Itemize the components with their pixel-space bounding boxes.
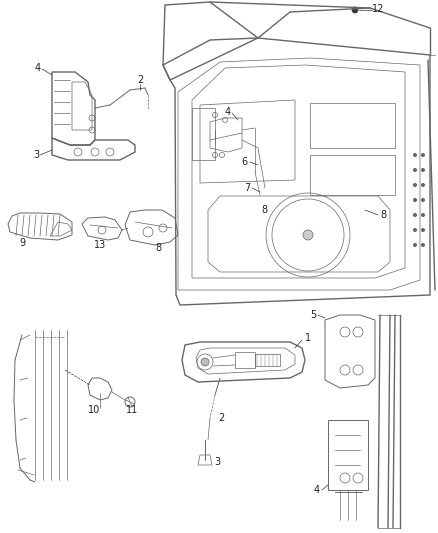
Text: 2: 2	[137, 75, 143, 85]
Circle shape	[421, 198, 424, 201]
Circle shape	[413, 229, 417, 231]
Text: 8: 8	[380, 210, 386, 220]
Circle shape	[201, 358, 209, 366]
Circle shape	[413, 154, 417, 157]
Circle shape	[413, 214, 417, 216]
Circle shape	[352, 7, 358, 13]
Circle shape	[421, 168, 424, 172]
Text: 4: 4	[35, 63, 41, 73]
Text: 5: 5	[310, 310, 316, 320]
Text: 4: 4	[225, 107, 231, 117]
Text: 3: 3	[214, 457, 220, 467]
Text: 13: 13	[94, 240, 106, 250]
Text: 9: 9	[19, 238, 25, 248]
Circle shape	[421, 183, 424, 187]
Text: 10: 10	[88, 405, 100, 415]
Text: 12: 12	[372, 4, 385, 14]
Text: 11: 11	[126, 405, 138, 415]
Circle shape	[413, 244, 417, 246]
Circle shape	[413, 168, 417, 172]
Circle shape	[421, 244, 424, 246]
Circle shape	[421, 154, 424, 157]
Text: 3: 3	[33, 150, 39, 160]
Text: 8: 8	[155, 243, 161, 253]
Circle shape	[303, 230, 313, 240]
Text: 6: 6	[242, 157, 248, 167]
Text: 1: 1	[305, 333, 311, 343]
Text: 8: 8	[262, 205, 268, 215]
Circle shape	[413, 183, 417, 187]
Text: 4: 4	[314, 485, 320, 495]
Circle shape	[413, 198, 417, 201]
Circle shape	[421, 229, 424, 231]
Circle shape	[421, 214, 424, 216]
Text: 2: 2	[218, 413, 224, 423]
Text: 7: 7	[244, 183, 250, 193]
